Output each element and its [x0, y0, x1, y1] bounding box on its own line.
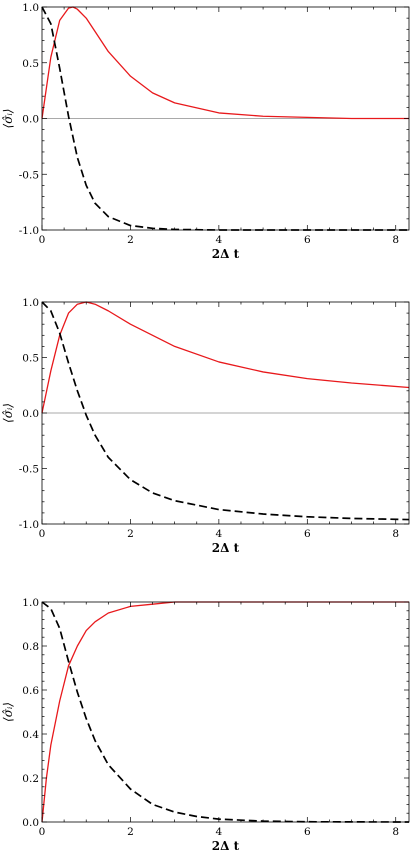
y-tick-label: 1.0	[22, 297, 39, 309]
x-tick-label: 0	[39, 528, 46, 540]
chart-panel-3: 0 2 4 6 8 0.0 0.2 0.4 0.6 0.8 1.0 2Δ t ⟨σ̂ᵢ⟩	[1, 597, 410, 853]
y-tick-label: 0.0	[22, 114, 39, 126]
x-tick-label: 6	[304, 234, 311, 246]
y-tick-label: 0.5	[22, 353, 39, 365]
x-tick-label: 4	[216, 826, 223, 838]
x-tick-label: 6	[304, 528, 311, 540]
x-tick-label: 4	[216, 528, 223, 540]
chart-panel-2: 0 2 4 6 8 -1.0 -0.5 0.0 0.5 1.0 2Δ t ⟨σ̂ᵢ⟩	[1, 297, 410, 555]
chart-panel-1: 0 2 4 6 8 -1.0 -0.5 0.0 0.5 1.0 2Δ t ⟨σ̂ᵢ⟩	[1, 2, 410, 261]
x-axis-label: 2Δ t	[212, 247, 240, 261]
y-tick-label: -0.5	[19, 464, 39, 476]
x-tick-label: 2	[127, 528, 134, 540]
y-tick-label: 0.0	[22, 817, 39, 829]
y-tick-label: 1.0	[22, 2, 39, 14]
series-line-solid	[41, 6, 409, 120]
x-axis-label: 2Δ t	[212, 541, 240, 555]
y-tick-label: 0.2	[22, 773, 39, 785]
x-tick-label: 2	[127, 826, 134, 838]
y-tick-label: 0.4	[22, 729, 39, 741]
y-tick-label: -1.0	[19, 519, 39, 531]
x-tick-label: 0	[39, 234, 46, 246]
x-tick-label: 0	[39, 826, 46, 838]
x-tick-label: 4	[216, 234, 223, 246]
x-tick-label: 8	[392, 234, 399, 246]
y-axis-label: ⟨σ̂ᵢ⟩	[1, 109, 15, 129]
x-tick-label: 8	[392, 826, 399, 838]
y-tick-label: -1.0	[19, 225, 39, 237]
series-line-solid	[41, 601, 409, 823]
y-tick-label: 0.0	[22, 408, 39, 420]
series-line-solid	[41, 301, 410, 414]
x-tick-label: 8	[392, 528, 399, 540]
y-tick-label: 1.0	[22, 597, 39, 609]
y-axis-label: ⟨σ̂ᵢ⟩	[1, 702, 15, 722]
series-line-dashed	[41, 301, 410, 521]
y-tick-label: 0.6	[22, 685, 39, 697]
x-axis-label: 2Δ t	[212, 839, 240, 853]
x-tick-label: 6	[304, 826, 311, 838]
series-line-dashed	[41, 601, 410, 823]
x-tick-label: 2	[127, 234, 134, 246]
y-tick-label: -0.5	[19, 169, 39, 181]
y-tick-label: 0.5	[22, 58, 39, 70]
plot-frame	[41, 601, 410, 823]
y-tick-label: 0.8	[22, 641, 39, 653]
y-axis-label: ⟨σ̂ᵢ⟩	[1, 403, 15, 423]
